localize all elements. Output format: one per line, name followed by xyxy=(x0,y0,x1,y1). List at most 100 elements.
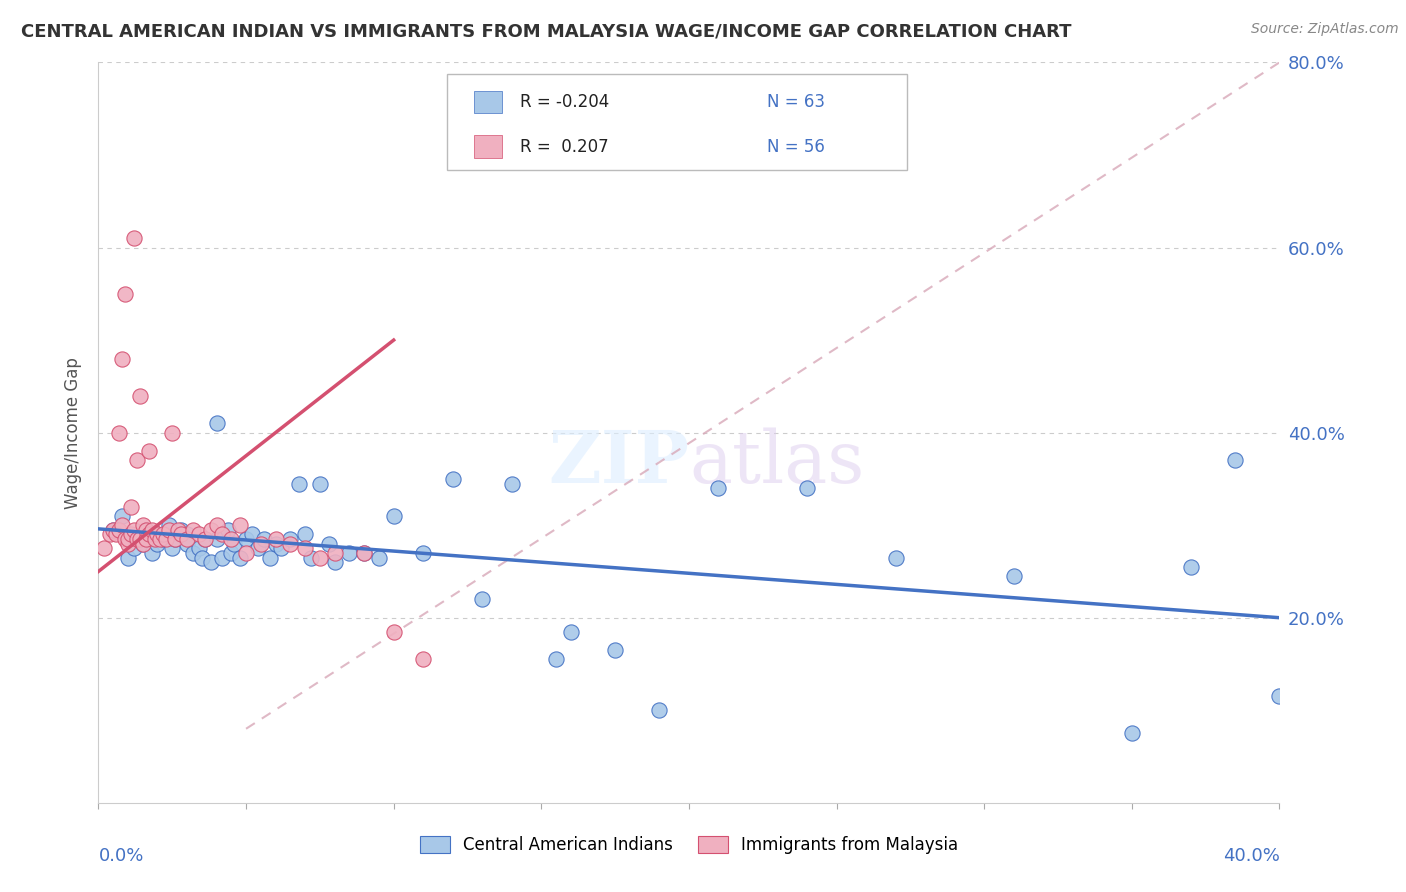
Point xyxy=(135,523,157,537)
Point xyxy=(138,444,160,458)
Point xyxy=(194,532,217,546)
Point xyxy=(368,550,391,565)
Text: ZIP: ZIP xyxy=(548,426,689,498)
Point xyxy=(211,550,233,565)
Point xyxy=(165,532,187,546)
Point xyxy=(796,481,818,495)
Point xyxy=(152,532,174,546)
Point xyxy=(125,453,148,467)
Point xyxy=(294,541,316,556)
Point xyxy=(170,527,193,541)
Point xyxy=(382,624,405,639)
Point xyxy=(108,523,131,537)
Point xyxy=(120,500,142,514)
Text: N = 63: N = 63 xyxy=(766,93,825,112)
Point xyxy=(122,523,145,537)
Point xyxy=(103,523,125,537)
Point xyxy=(323,555,346,569)
Point xyxy=(114,286,136,301)
Y-axis label: Wage/Income Gap: Wage/Income Gap xyxy=(65,357,83,508)
Point xyxy=(280,532,302,546)
Point xyxy=(240,527,263,541)
Point xyxy=(1121,726,1143,740)
Point xyxy=(264,532,287,546)
Point xyxy=(143,532,166,546)
Point xyxy=(122,541,145,556)
Point xyxy=(884,550,907,565)
Point xyxy=(309,550,332,565)
Point xyxy=(235,546,257,560)
Point xyxy=(176,527,198,541)
Point xyxy=(200,555,222,569)
Text: N = 56: N = 56 xyxy=(766,137,825,155)
Point xyxy=(108,425,131,440)
Point xyxy=(138,527,160,541)
Point xyxy=(1180,559,1202,574)
Point xyxy=(141,523,163,537)
Point xyxy=(187,541,209,556)
Point xyxy=(471,592,494,607)
FancyBboxPatch shape xyxy=(447,73,907,169)
Point xyxy=(200,523,222,537)
Point xyxy=(128,388,150,402)
Point xyxy=(191,550,214,565)
Point xyxy=(117,536,139,550)
Point xyxy=(323,546,346,560)
Point xyxy=(229,518,252,533)
Point xyxy=(280,536,302,550)
Point xyxy=(546,652,568,666)
Text: Source: ZipAtlas.com: Source: ZipAtlas.com xyxy=(1251,22,1399,37)
Point xyxy=(114,532,136,546)
Text: atlas: atlas xyxy=(689,427,865,498)
Point xyxy=(294,527,316,541)
Point xyxy=(1002,569,1025,583)
Point xyxy=(111,351,134,366)
Point xyxy=(205,532,228,546)
Point xyxy=(205,417,228,431)
Text: 0.0%: 0.0% xyxy=(98,847,143,865)
Point xyxy=(155,532,177,546)
Point xyxy=(250,536,273,550)
Point xyxy=(221,546,243,560)
Point xyxy=(176,536,198,550)
Text: 40.0%: 40.0% xyxy=(1223,847,1279,865)
Point xyxy=(211,527,233,541)
Point xyxy=(205,518,228,533)
Point xyxy=(111,508,134,523)
Point xyxy=(117,532,139,546)
Point xyxy=(170,523,193,537)
Point xyxy=(128,532,150,546)
Point xyxy=(132,536,155,550)
Point xyxy=(149,532,172,546)
Point xyxy=(103,523,125,537)
Point xyxy=(339,546,361,560)
Point xyxy=(605,643,627,657)
Text: R = -0.204: R = -0.204 xyxy=(520,93,609,112)
Point xyxy=(1225,453,1247,467)
Point xyxy=(162,541,183,556)
Point xyxy=(132,536,155,550)
Point xyxy=(309,476,332,491)
Point xyxy=(253,532,276,546)
Point xyxy=(648,703,671,717)
Point xyxy=(146,536,169,550)
Point xyxy=(259,550,281,565)
Text: CENTRAL AMERICAN INDIAN VS IMMIGRANTS FROM MALAYSIA WAGE/INCOME GAP CORRELATION : CENTRAL AMERICAN INDIAN VS IMMIGRANTS FR… xyxy=(21,22,1071,40)
Legend: Central American Indians, Immigrants from Malaysia: Central American Indians, Immigrants fro… xyxy=(413,830,965,861)
Point xyxy=(501,476,523,491)
Point xyxy=(270,541,292,556)
Point xyxy=(146,527,169,541)
Point xyxy=(353,546,375,560)
Point xyxy=(229,550,252,565)
Point xyxy=(221,532,243,546)
Point xyxy=(152,527,174,541)
Point xyxy=(246,541,269,556)
FancyBboxPatch shape xyxy=(474,91,502,113)
Point xyxy=(122,231,145,245)
Point xyxy=(224,536,246,550)
Point xyxy=(187,527,209,541)
Point xyxy=(176,532,198,546)
Point xyxy=(318,536,340,550)
Point xyxy=(235,532,257,546)
Point xyxy=(135,523,157,537)
